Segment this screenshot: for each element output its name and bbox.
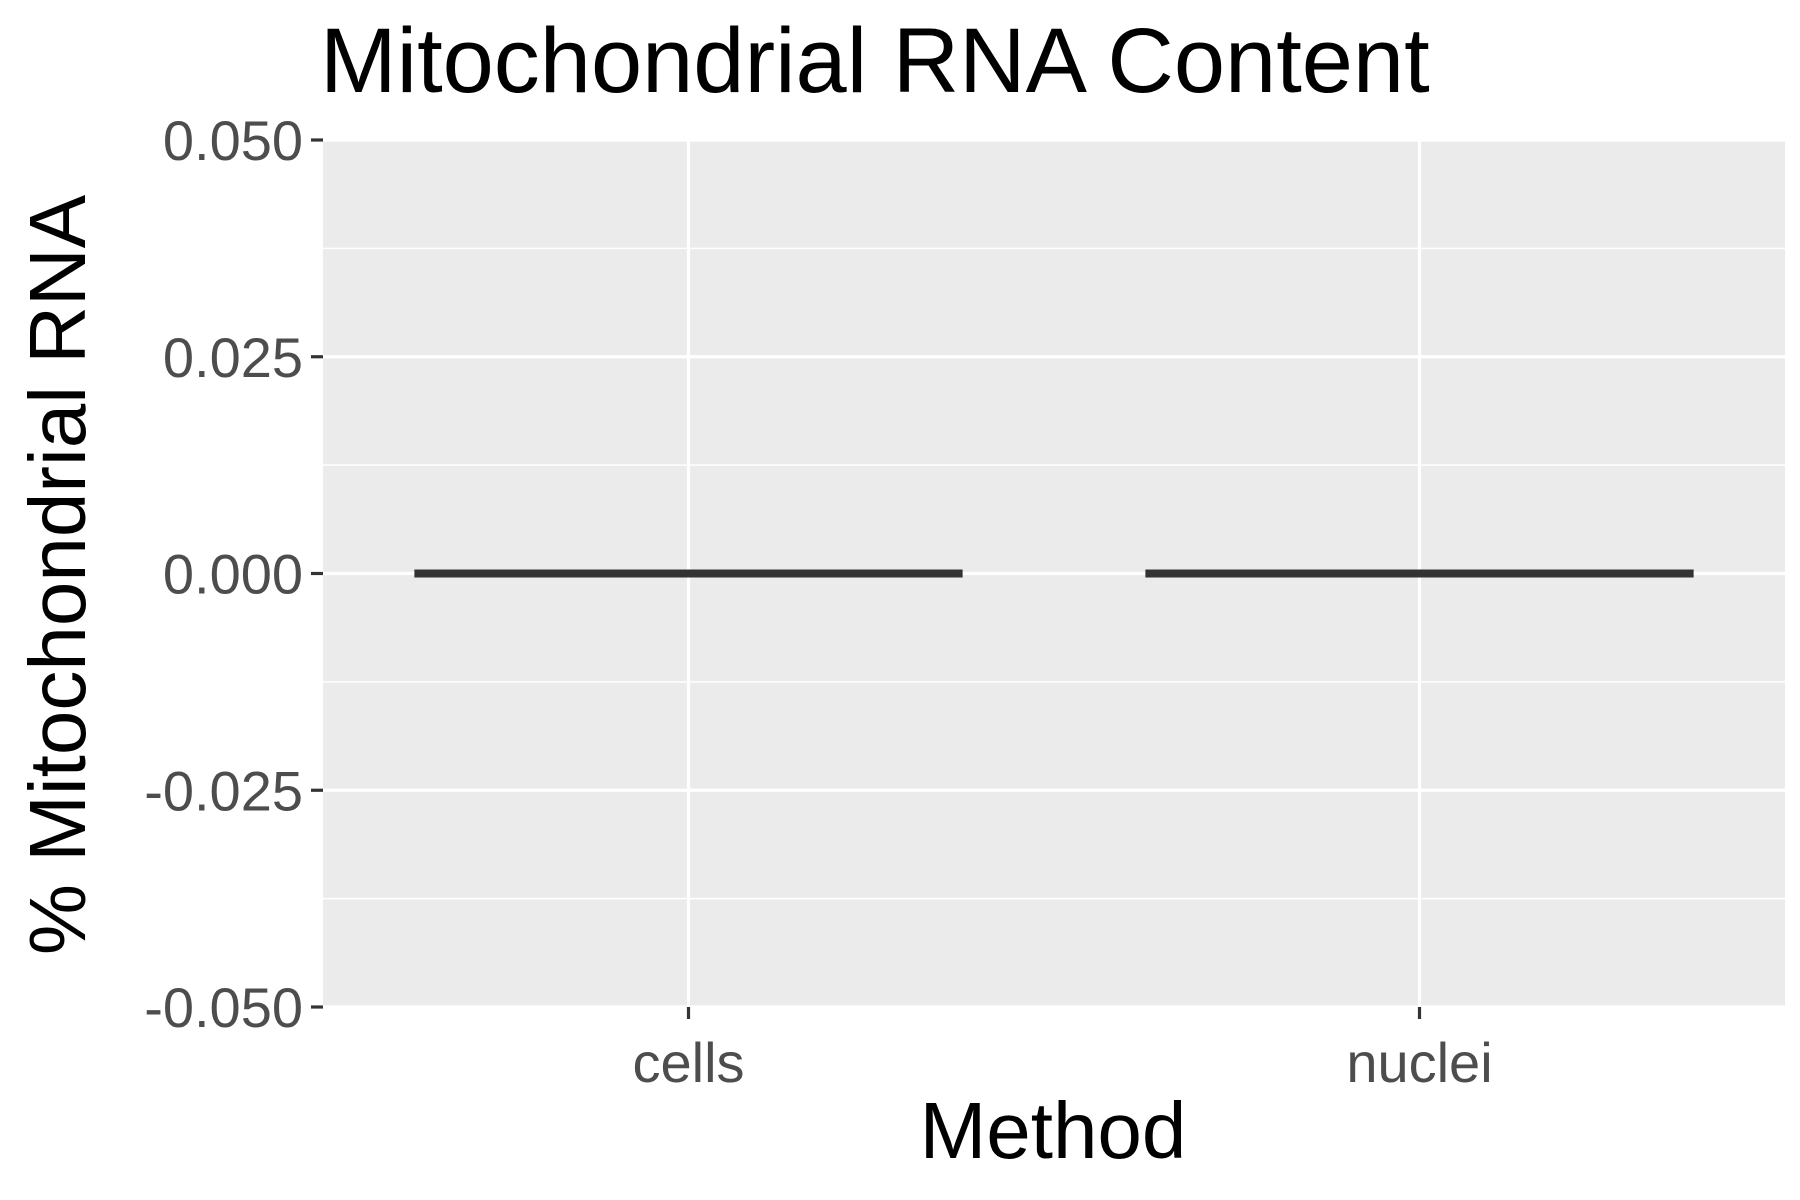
y-tick-label: 0.000 — [163, 543, 303, 606]
y-axis-title: % Mitochondrial RNA — [13, 194, 102, 955]
x-tick-label: nuclei — [1346, 1031, 1492, 1094]
y-tick-label: 0.025 — [163, 326, 303, 389]
y-tick-label: 0.050 — [163, 109, 303, 172]
x-axis-title: Method — [920, 1086, 1187, 1175]
x-tick-label: cells — [632, 1031, 744, 1094]
chart-title: Mitochondrial RNA Content — [320, 10, 1430, 112]
axes: 0.050 0.025 0.000 -0.025 -0.050 cells nuclei — [144, 109, 1492, 1094]
y-tick-label: -0.025 — [144, 759, 303, 822]
y-tick-label: -0.050 — [144, 976, 303, 1039]
